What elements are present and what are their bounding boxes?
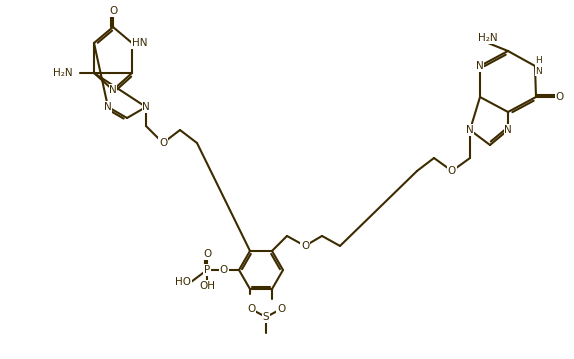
Text: N: N [104,102,112,112]
Text: O: O [159,138,167,148]
Text: H₂N: H₂N [478,33,498,43]
Text: O: O [448,166,456,176]
Text: HO: HO [175,277,191,287]
Text: S: S [263,312,269,322]
Text: N: N [466,125,474,135]
Text: O: O [220,265,228,275]
Text: O: O [203,249,211,259]
Text: OH: OH [199,281,215,291]
Text: O: O [109,6,117,16]
Text: HN: HN [132,38,148,48]
Text: N: N [142,102,150,112]
Text: N: N [476,61,484,71]
Text: H₂N: H₂N [53,68,73,78]
Text: N: N [109,85,117,95]
Text: O: O [277,304,285,314]
Text: O: O [247,304,255,314]
Text: O: O [301,241,309,251]
Text: H
N: H N [535,56,542,76]
Text: N: N [504,125,512,135]
Text: O: O [556,92,564,102]
Text: P: P [204,265,210,275]
